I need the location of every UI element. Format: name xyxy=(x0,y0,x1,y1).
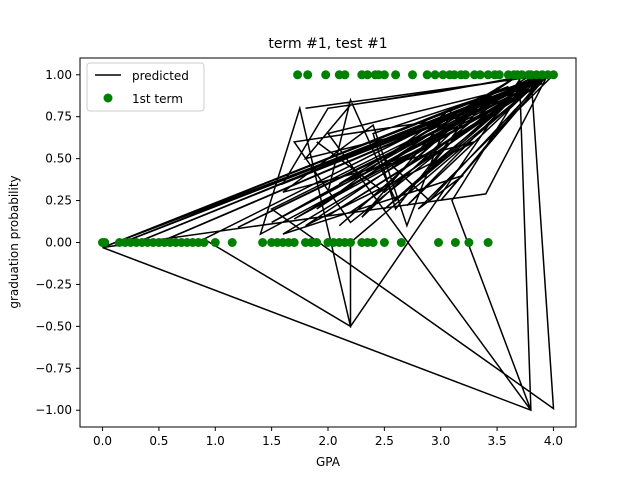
y-tick-label: 0.75 xyxy=(45,110,72,124)
scatter-point-1st-term xyxy=(483,70,493,80)
y-axis-ticks: −1.00 −0.75 −0.50 −0.25 0.00 0.25 0.50 0.75 1.00 xyxy=(35,68,80,417)
y-tick-label: 0.50 xyxy=(45,152,72,166)
scatter-point-1st-term xyxy=(461,70,470,80)
x-tick-label: 2.0 xyxy=(318,434,337,448)
scatter-point-1st-term xyxy=(312,238,322,247)
y-tick-label: 0.25 xyxy=(45,194,72,208)
scatter-point-1st-term xyxy=(438,70,448,80)
y-tick-label: 1.00 xyxy=(45,68,72,82)
scatter-point-1st-term xyxy=(396,238,406,247)
x-axis-label: GPA xyxy=(316,455,341,469)
chart-title: term #1, test #1 xyxy=(268,36,387,52)
y-axis-label: graduation probability xyxy=(7,175,21,308)
scatter-point-1st-term xyxy=(422,70,432,80)
y-tick-label: −0.25 xyxy=(35,277,72,291)
scatter-point-1st-term xyxy=(289,238,299,247)
scatter-point-1st-term xyxy=(321,70,331,80)
scatter-point-1st-term xyxy=(449,70,459,80)
scatter-point-1st-term xyxy=(227,238,237,247)
scatter-point-1st-term xyxy=(494,70,504,80)
scatter-point-1st-term xyxy=(450,238,460,247)
legend-label-predicted: predicted xyxy=(132,69,189,83)
x-tick-label: 1.5 xyxy=(262,434,281,448)
y-tick-label: −0.75 xyxy=(35,361,72,375)
scatter-point-1st-term xyxy=(258,238,268,247)
scatter-point-1st-term xyxy=(293,70,303,80)
scatter-point-1st-term xyxy=(483,238,493,247)
legend: predicted 1st term xyxy=(86,62,205,112)
y-tick-label: −1.00 xyxy=(35,403,72,417)
scatter-point-1st-term xyxy=(391,70,401,80)
x-tick-label: 3.0 xyxy=(431,434,450,448)
scatter-point-1st-term xyxy=(340,70,350,80)
y-tick-label: 0.00 xyxy=(45,236,72,250)
legend-dot-marker xyxy=(103,93,113,103)
x-tick-label: 2.5 xyxy=(375,434,394,448)
scatter-point-1st-term xyxy=(464,238,474,247)
legend-label-1st-term: 1st term xyxy=(132,92,183,106)
x-axis-ticks: 0.0 0.5 1.0 1.5 2.0 2.5 3.0 3.5 4.0 xyxy=(93,427,563,448)
scatter-point-1st-term xyxy=(199,238,209,247)
scatter-point-1st-term xyxy=(549,70,558,80)
x-tick-label: 1.0 xyxy=(206,434,225,448)
scatter-point-1st-term xyxy=(210,238,220,247)
scatter-point-1st-term xyxy=(368,238,378,247)
scatter-point-1st-term xyxy=(303,70,313,80)
x-tick-label: 0.5 xyxy=(149,434,168,448)
scatter-point-1st-term xyxy=(475,70,485,80)
scatter-point-1st-term xyxy=(346,238,355,247)
x-tick-label: 0.0 xyxy=(93,434,112,448)
scatter-point-1st-term xyxy=(408,70,417,80)
scatter-point-1st-term xyxy=(434,238,443,247)
scatter-point-1st-term xyxy=(430,70,440,80)
scatter-point-1st-term xyxy=(363,70,372,80)
scatter-point-1st-term xyxy=(100,238,110,247)
scatter-point-1st-term xyxy=(379,70,389,80)
x-tick-label: 3.5 xyxy=(488,434,507,448)
x-tick-label: 4.0 xyxy=(544,434,563,448)
scatter-point-1st-term xyxy=(379,238,389,247)
data-layer xyxy=(98,70,558,412)
y-tick-label: −0.50 xyxy=(35,319,72,333)
scatter-point-1st-term xyxy=(517,70,527,80)
